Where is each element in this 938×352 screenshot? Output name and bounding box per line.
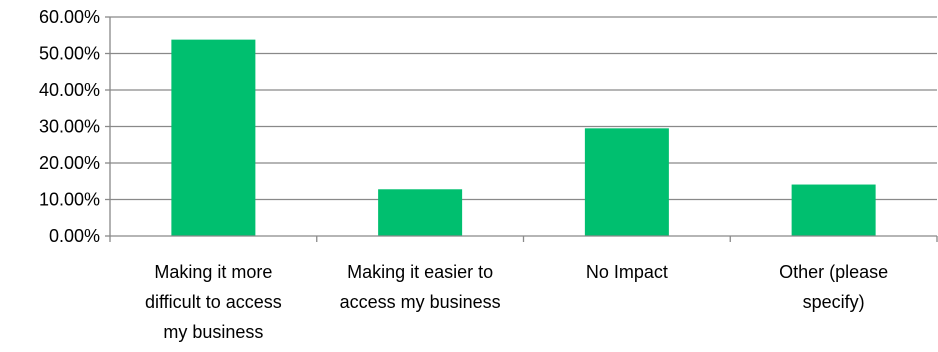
x-category-label-line: Making it easier to [347,262,493,282]
x-category-label-line: access my business [340,292,501,312]
x-category-label-line: No Impact [586,262,668,282]
x-category-label-line: Making it more [154,262,272,282]
x-axis [109,235,938,242]
bar [171,39,256,236]
y-tick-label: 40.00% [39,80,100,100]
y-tick-label: 10.00% [39,190,100,210]
y-tick-label: 50.00% [39,44,100,64]
y-tick-label: 60.00% [39,7,100,27]
bar [584,128,669,236]
y-axis-tick-labels: 0.00% 10.00% 20.00% 30.00% 40.00% 50.00% 60.00… [39,7,100,246]
x-category-label-line: Other (please [779,262,888,282]
x-category-label-line: specify) [803,292,865,312]
x-category-label: Other (please specify) [779,262,888,312]
x-category-label: Making it more difficult to access my busi… [145,262,282,342]
x-category-label: Making it easier to access my business [340,262,501,312]
y-tick-label: 0.00% [49,226,100,246]
bars [171,39,876,236]
y-tick-label: 20.00% [39,153,100,173]
bar [378,189,463,236]
x-category-label-line: difficult to access [145,292,282,312]
x-axis-category-labels: Making it more difficult to access my busi… [145,262,888,342]
y-tick-label: 30.00% [39,117,100,137]
x-category-label: No Impact [586,262,668,282]
x-category-label-line: my business [163,322,263,342]
bar [791,184,876,236]
